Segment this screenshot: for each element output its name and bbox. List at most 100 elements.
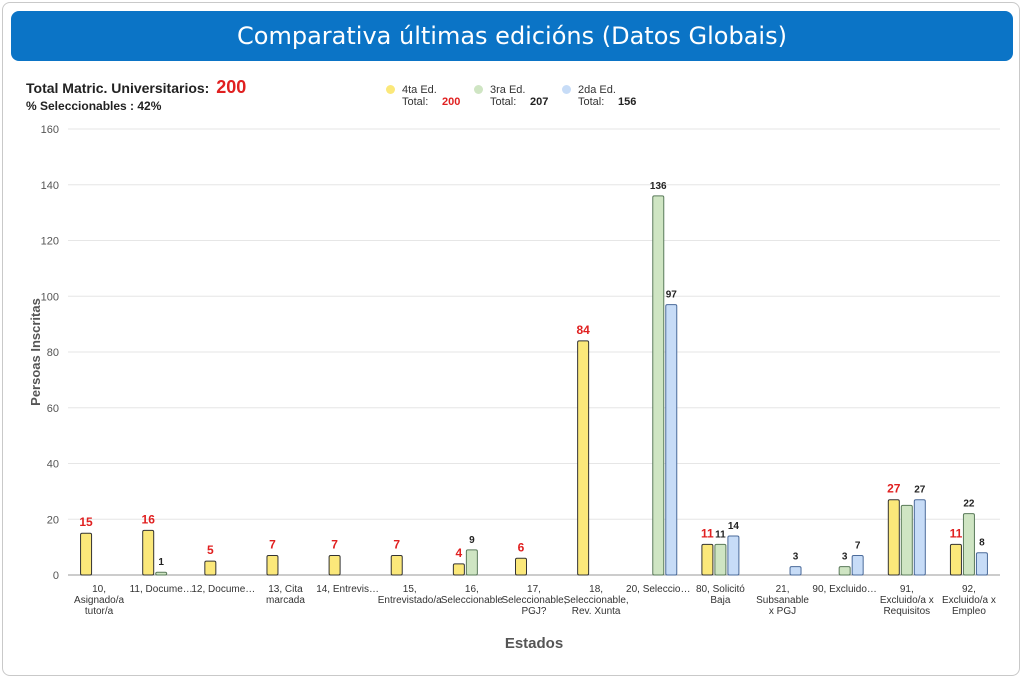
data-label: 97 [666,290,678,301]
data-label: 3 [842,552,848,563]
data-label: 6 [518,540,525,554]
legend-total-value: 207 [530,96,549,108]
bar-4ta-ed--3[interactable] [266,554,279,576]
y-tick-label: 60 [47,403,59,415]
x-tick-label: 13, Cita marcada [266,584,305,606]
y-tick-label: 160 [41,124,59,136]
legend-name: 4ta Ed. [402,84,437,96]
gridlines [68,128,1000,576]
data-label: 3 [793,552,799,563]
x-tick-label: 12, Docume… [191,584,255,595]
y-tick-label: 80 [47,347,59,359]
data-label: 7 [855,540,861,551]
bar-3ra-ed--6[interactable] [465,549,478,576]
data-label: 15 [79,515,93,529]
bar-4ta-ed--5[interactable] [390,554,403,576]
bar-4ta-ed--1[interactable] [142,529,155,576]
bar-4ta-ed--14[interactable] [949,543,962,576]
x-tick-label: 17, Seleccionable, PGJ? [501,584,566,617]
bar-4ta-ed--7[interactable] [515,557,527,576]
bar-3ra-ed--14[interactable] [962,513,975,576]
data-label: 136 [650,181,667,192]
total-value: 200 [216,77,247,97]
data-label: 11 [701,526,714,540]
data-label: 14 [728,521,740,532]
x-tick-label: 92, Excluido/a x Empleo [942,584,996,617]
legend-dot-icon [474,85,483,94]
legend-total-label: Total: [402,96,429,108]
y-axis-ticks: 0 20 40 60 80 100 120 140 160 [41,124,59,582]
x-tick-label: 18, Seleccionable, Rev. Xunta [564,584,629,617]
page-title: Comparativa últimas edicións (Datos Glob… [237,22,787,50]
data-label: 27 [914,485,926,496]
y-tick-label: 140 [41,180,59,192]
legend-dot-icon [562,85,571,94]
bar-2da-ed--11[interactable] [789,566,802,576]
legend-total-label: Total: [490,96,517,108]
x-axis-label: Estados [505,635,563,652]
bar-3ra-ed--9[interactable] [652,195,665,576]
legend-dot-icon [386,85,395,94]
selectable-percent: % Seleccionables : 42% [26,99,162,113]
bar-3ra-ed--1[interactable] [155,571,168,576]
bar-4ta-ed--8[interactable] [577,340,590,576]
legend-total-value: 200 [442,96,461,108]
total-label: Total Matric. Universitarios: [26,80,210,96]
bar-3ra-ed--10[interactable] [714,543,727,576]
x-tick-label: 14, Entrevis… [316,584,379,595]
x-tick-label: 10, Asignado/a tutor/a [74,584,124,617]
bar-4ta-ed--6[interactable] [452,563,465,576]
legend-total-label: Total: [578,96,605,108]
bars [80,195,988,576]
total-line: Total Matric. Universitarios: 200 [26,77,246,98]
bar-4ta-ed--4[interactable] [328,554,341,576]
bar-4ta-ed--0[interactable] [80,532,93,576]
data-label: 84 [576,323,590,337]
y-tick-label: 40 [47,459,59,471]
x-tick-label: 11, Docume… [130,584,193,595]
bar-2da-ed--10[interactable] [727,535,740,576]
bar-4ta-ed--2[interactable] [204,560,217,576]
x-tick-label: 91, Excluido/a x Requisitos [880,584,934,617]
data-label: 27 [887,482,901,496]
bar-3ra-ed--13[interactable] [900,504,913,576]
bar-2da-ed--12[interactable] [851,554,864,576]
title-bar: Comparativa últimas edicións (Datos Glob… [11,11,1013,61]
data-label: 16 [142,512,156,526]
data-label: 11 [715,529,726,540]
y-tick-label: 100 [41,291,59,303]
summary-block: Total Matric. Universitarios: 200 % Sele… [26,77,246,113]
x-tick-label: 16, Seleccionable [441,584,504,606]
x-tick-label: 21, Subsanable x PGJ [756,584,809,617]
x-tick-label: 20, Seleccio… [626,584,690,595]
y-axis-label: Persoas Inscritas [28,298,43,406]
bar-2da-ed--13[interactable] [913,499,926,576]
data-label: 4 [456,546,463,560]
data-label: 7 [269,537,276,551]
x-tick-label: 15, Entrevistado/a [378,584,442,606]
data-label: 11 [950,526,963,540]
y-tick-label: 120 [41,236,59,248]
bar-2da-ed--14[interactable] [975,552,988,576]
x-tick-label: 80, Solicitó Baja [696,584,745,606]
data-label: 1 [158,557,164,568]
data-label: 9 [469,535,475,546]
legend-name: 3ra Ed. [490,84,526,96]
data-label: 5 [207,543,214,557]
y-tick-label: 20 [47,514,59,526]
data-label: 7 [393,537,400,551]
data-label: 8 [979,538,985,549]
bar-4ta-ed--10[interactable] [701,543,714,576]
data-label: 22 [963,499,975,510]
legend-total-value: 156 [618,96,637,108]
legend-name: 2da Ed. [578,84,616,96]
y-tick-label: 0 [53,570,59,582]
bar-3ra-ed--12[interactable] [838,566,851,576]
bar-2da-ed--9[interactable] [665,304,678,576]
bar-4ta-ed--13[interactable] [887,499,900,576]
data-label: 7 [331,537,338,551]
x-tick-label: 90, Excluido… [812,584,876,595]
